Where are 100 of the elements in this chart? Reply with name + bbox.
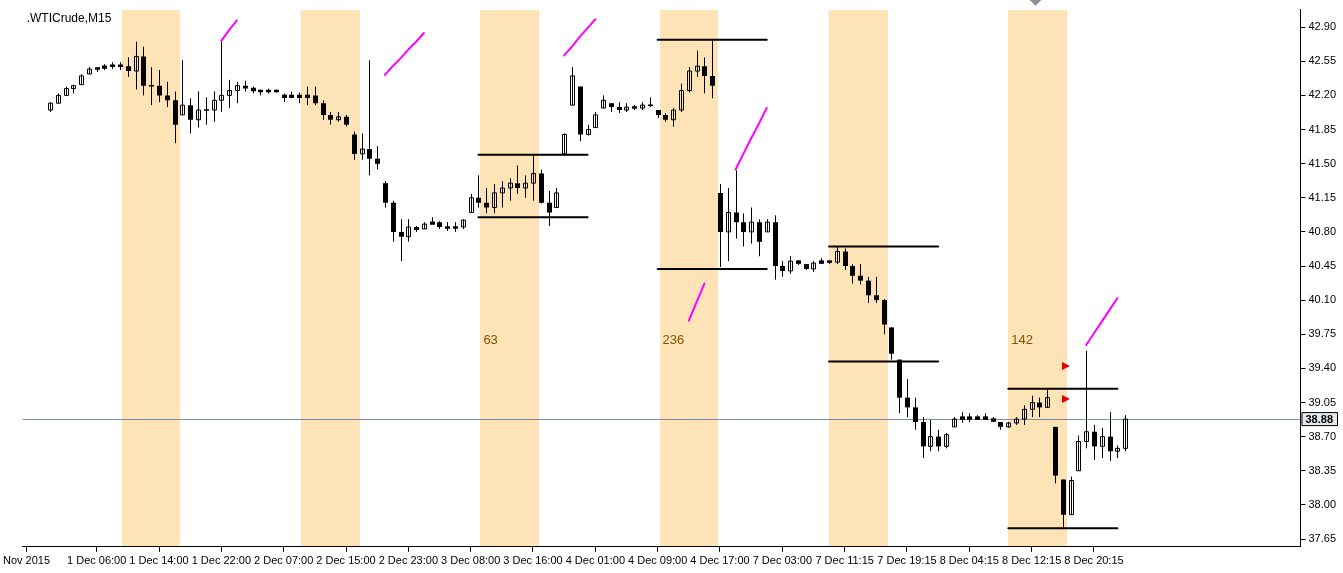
y-tick-label: 41.15 [1308, 190, 1336, 203]
candlestick [219, 41, 224, 113]
y-tick-label: 41.85 [1308, 122, 1336, 135]
y-tick-label: 42.20 [1308, 88, 1336, 101]
candlestick [913, 397, 918, 431]
y-tick-label: 39.40 [1308, 361, 1336, 374]
y-tick-label: 39.75 [1308, 327, 1336, 340]
candlestick [905, 378, 910, 418]
candlestick [671, 107, 676, 128]
x-tick-label: 7 Dec 03:00 [752, 554, 812, 567]
x-tick-label: 4 Dec 01:00 [565, 554, 625, 567]
candlestick [1069, 476, 1074, 516]
candlestick [492, 183, 497, 214]
candlestick [367, 59, 372, 176]
candlestick [741, 212, 746, 248]
candlestick [180, 59, 185, 116]
x-tick-label: 7 Dec 11:15 [815, 554, 874, 567]
candlestick [695, 50, 700, 78]
y-tick-label: 42.55 [1308, 54, 1336, 67]
y-tick-label: 41.50 [1308, 156, 1336, 169]
candlestick [56, 92, 61, 104]
annotation: 63 [483, 331, 498, 347]
candlestick [1092, 424, 1097, 461]
y-tick-label: 40.80 [1308, 224, 1336, 237]
x-tick-label: 8 Dec 20:15 [1064, 554, 1124, 567]
x-tick-label: Nov 2015 [3, 554, 51, 567]
candlestick [679, 83, 684, 113]
y-tick-label: 38.70 [1308, 429, 1336, 442]
x-tick-label: 2 Dec 15:00 [316, 554, 376, 567]
candlestick [360, 132, 365, 161]
candlestick [375, 145, 380, 170]
y-tick-label: 38.00 [1308, 497, 1336, 510]
candlestick [134, 41, 139, 91]
candlestick [850, 263, 855, 285]
candlestick [858, 263, 863, 286]
candlestick [383, 180, 388, 209]
candlestick [508, 177, 513, 202]
candlestick [313, 86, 318, 106]
candlestick [212, 91, 217, 123]
x-tick-label: 1 Dec 06:00 [67, 554, 127, 567]
x-tick-label: 1 Dec 14:00 [129, 554, 189, 567]
candlestick [1108, 411, 1113, 462]
candlestick [352, 130, 357, 161]
x-tick-label: 2 Dec 07:00 [254, 554, 314, 567]
annotation: 142 [1011, 331, 1033, 347]
candlestick [196, 91, 201, 129]
y-tick-label: 38.35 [1308, 463, 1336, 476]
candlestick [500, 180, 505, 209]
candlestick [126, 56, 131, 78]
x-tick-label: 1 Dec 22:00 [191, 554, 251, 567]
candlestick [749, 207, 754, 245]
candlestick [570, 66, 575, 106]
candlestick [734, 169, 739, 240]
candlestick [1100, 427, 1105, 459]
x-tick-label: 7 Dec 19:15 [877, 554, 937, 567]
candlestick [726, 187, 731, 262]
y-tick-label: 37.65 [1308, 532, 1336, 545]
candlestick [1123, 414, 1128, 452]
x-tick-label: 4 Dec 09:00 [628, 554, 688, 567]
y-tick-label: 40.45 [1308, 259, 1336, 272]
ref-line-label: 38.88 [1305, 412, 1333, 425]
candlestick [321, 99, 326, 121]
shaded-region: 63 [480, 9, 539, 547]
candlestick [523, 174, 528, 199]
candlestick [476, 174, 481, 209]
x-tick-label: 2 Dec 23:00 [378, 554, 438, 567]
shaded-region: 142 [1008, 9, 1067, 547]
x-tick-label: 3 Dec 08:00 [441, 554, 501, 567]
shaded-region: 236 [659, 9, 719, 547]
candlestick [204, 96, 209, 126]
candlestick [554, 187, 559, 209]
y-tick-label: 40.10 [1308, 293, 1336, 306]
candlestick [399, 218, 404, 262]
candlestick [1022, 404, 1027, 426]
candlestick [687, 66, 692, 93]
y-tick-label: 39.05 [1308, 395, 1336, 408]
candlestick [406, 218, 411, 243]
candlestick [157, 69, 162, 103]
candlestick [484, 187, 489, 214]
candlestick [936, 429, 941, 452]
x-tick-label: 8 Dec 12:15 [1002, 554, 1062, 567]
x-tick-label: 3 Dec 16:00 [503, 554, 563, 567]
annotation: 236 [662, 331, 685, 347]
x-tick-label: 4 Dec 17:00 [690, 554, 750, 567]
chart-title: .WTICrude,M15 [26, 10, 112, 25]
candlestick [469, 193, 474, 213]
candlestick [188, 97, 193, 134]
x-tick-label: 8 Dec 04:15 [939, 554, 999, 567]
candlestick [866, 276, 871, 304]
candlestick [165, 81, 170, 108]
candlestick [515, 165, 520, 195]
candlestick [928, 419, 933, 452]
candlestick [235, 81, 240, 104]
candlestick [757, 218, 762, 257]
candlestick [227, 79, 232, 109]
candlestick [1030, 395, 1035, 418]
y-tick-label: 42.90 [1308, 20, 1336, 33]
candlestick [702, 56, 707, 94]
candlestick [874, 276, 879, 304]
candlestick [1076, 435, 1081, 472]
